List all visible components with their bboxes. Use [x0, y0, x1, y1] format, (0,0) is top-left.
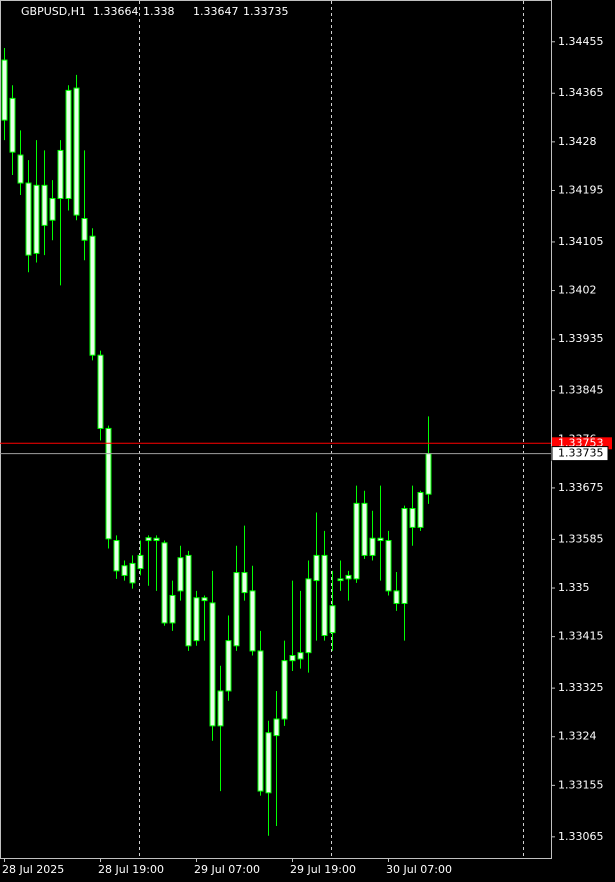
candle-body	[121, 565, 128, 576]
candle-body	[185, 554, 192, 647]
candle-body	[57, 149, 64, 199]
y-tick-label: 1.34455	[558, 35, 604, 48]
candle-body	[321, 554, 328, 636]
candle-body	[97, 354, 104, 429]
candle-body	[169, 594, 176, 624]
candle-body	[41, 184, 48, 226]
candle-body	[225, 640, 232, 692]
y-tick-label: 1.33155	[558, 778, 604, 791]
candle-body	[201, 597, 208, 602]
y-tick-label: 1.34365	[558, 86, 604, 99]
y-tick-label: 1.33675	[558, 481, 604, 494]
y-tick-label: 1.33415	[558, 630, 604, 643]
candle-body	[153, 537, 160, 542]
header-high: 1.338	[143, 5, 175, 18]
y-tick-label: 1.33585	[558, 532, 604, 545]
candle-body	[345, 574, 352, 580]
y-tick-label: 1.33065	[558, 830, 604, 843]
ask-label: 1.33753	[558, 436, 604, 449]
y-tick-label: 1.3324	[558, 730, 597, 743]
candle-body	[257, 650, 264, 792]
candle-body	[209, 602, 216, 727]
candle-body	[273, 718, 280, 737]
candle-body	[425, 453, 432, 495]
candle-body	[9, 97, 16, 153]
candle-body	[193, 597, 200, 642]
candle-body	[65, 89, 72, 199]
candle-body	[17, 154, 24, 184]
y-tick-label: 1.33935	[558, 332, 604, 345]
y-tick-label: 1.335	[558, 581, 590, 594]
candle-body	[361, 502, 368, 556]
candle-body	[73, 87, 80, 216]
candle-body	[377, 537, 384, 542]
y-tick-label: 1.34195	[558, 183, 604, 196]
y-tick-label: 1.3402	[558, 284, 597, 297]
candle-body	[25, 182, 32, 256]
y-tick-label: 1.34105	[558, 235, 604, 248]
candle-body	[409, 508, 416, 528]
header-low: 1.33647	[193, 5, 239, 18]
candle-body	[353, 502, 360, 580]
header-open: 1.33664	[93, 5, 139, 18]
candle-body	[401, 508, 408, 604]
x-tick-label: 28 Jul 2025	[2, 863, 64, 876]
candle-body	[393, 590, 400, 604]
candle-body	[137, 554, 144, 570]
y-tick-label: 1.33325	[558, 681, 604, 694]
candle-body	[177, 557, 184, 592]
candle-body	[89, 235, 96, 356]
candle-body	[241, 572, 248, 594]
candle-body	[1, 59, 8, 121]
candle-body	[305, 578, 312, 654]
candle-body	[369, 537, 376, 556]
bid-label: 1.33735	[558, 447, 604, 460]
plot-frame	[0, 0, 552, 859]
candle-body	[297, 652, 304, 660]
candle-body	[289, 655, 296, 662]
candle-body	[33, 184, 40, 254]
candle-body	[217, 690, 224, 727]
candle-body	[49, 197, 56, 221]
candle-body	[233, 572, 240, 647]
candle-body	[81, 218, 88, 241]
x-tick-label: 30 Jul 07:00	[386, 863, 452, 876]
candle-body	[161, 542, 168, 624]
candle-body	[313, 554, 320, 582]
candle-body	[417, 491, 424, 528]
x-tick-label: 29 Jul 07:00	[194, 863, 260, 876]
candle-body	[281, 660, 288, 720]
candle-body	[113, 540, 120, 572]
x-tick-label: 29 Jul 19:00	[290, 863, 356, 876]
header-close: 1.33735	[243, 5, 289, 18]
y-tick-label: 1.33845	[558, 384, 604, 397]
candle-body	[265, 732, 272, 794]
candle-body	[105, 427, 112, 540]
candle-body	[329, 605, 336, 634]
bid-label-box	[551, 446, 609, 462]
candle-body	[249, 590, 256, 652]
candle-body	[145, 537, 152, 542]
symbol: GBPUSD,H1	[21, 5, 86, 18]
y-tick-label: 1.3428	[558, 135, 597, 148]
candle-body	[129, 562, 136, 584]
x-tick-label: 28 Jul 19:00	[98, 863, 164, 876]
candle-body	[337, 578, 344, 582]
candle-body	[385, 540, 392, 592]
